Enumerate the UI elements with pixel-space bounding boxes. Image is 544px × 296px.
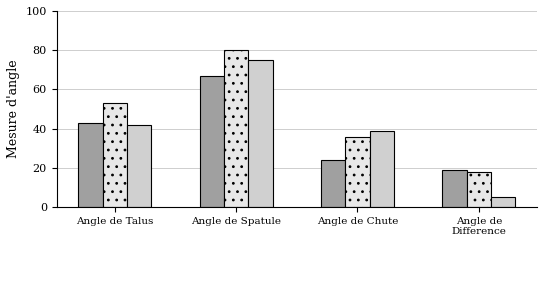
Y-axis label: Mesure d'angle: Mesure d'angle bbox=[7, 60, 20, 158]
Bar bbox=[224, 50, 248, 207]
Bar bbox=[491, 197, 515, 207]
Bar bbox=[467, 172, 491, 207]
Bar bbox=[369, 131, 394, 207]
Bar bbox=[127, 125, 151, 207]
Bar bbox=[248, 60, 273, 207]
Bar bbox=[321, 160, 345, 207]
Bar bbox=[345, 136, 369, 207]
Bar bbox=[442, 170, 467, 207]
Bar bbox=[103, 103, 127, 207]
Bar bbox=[78, 123, 103, 207]
Bar bbox=[200, 76, 224, 207]
